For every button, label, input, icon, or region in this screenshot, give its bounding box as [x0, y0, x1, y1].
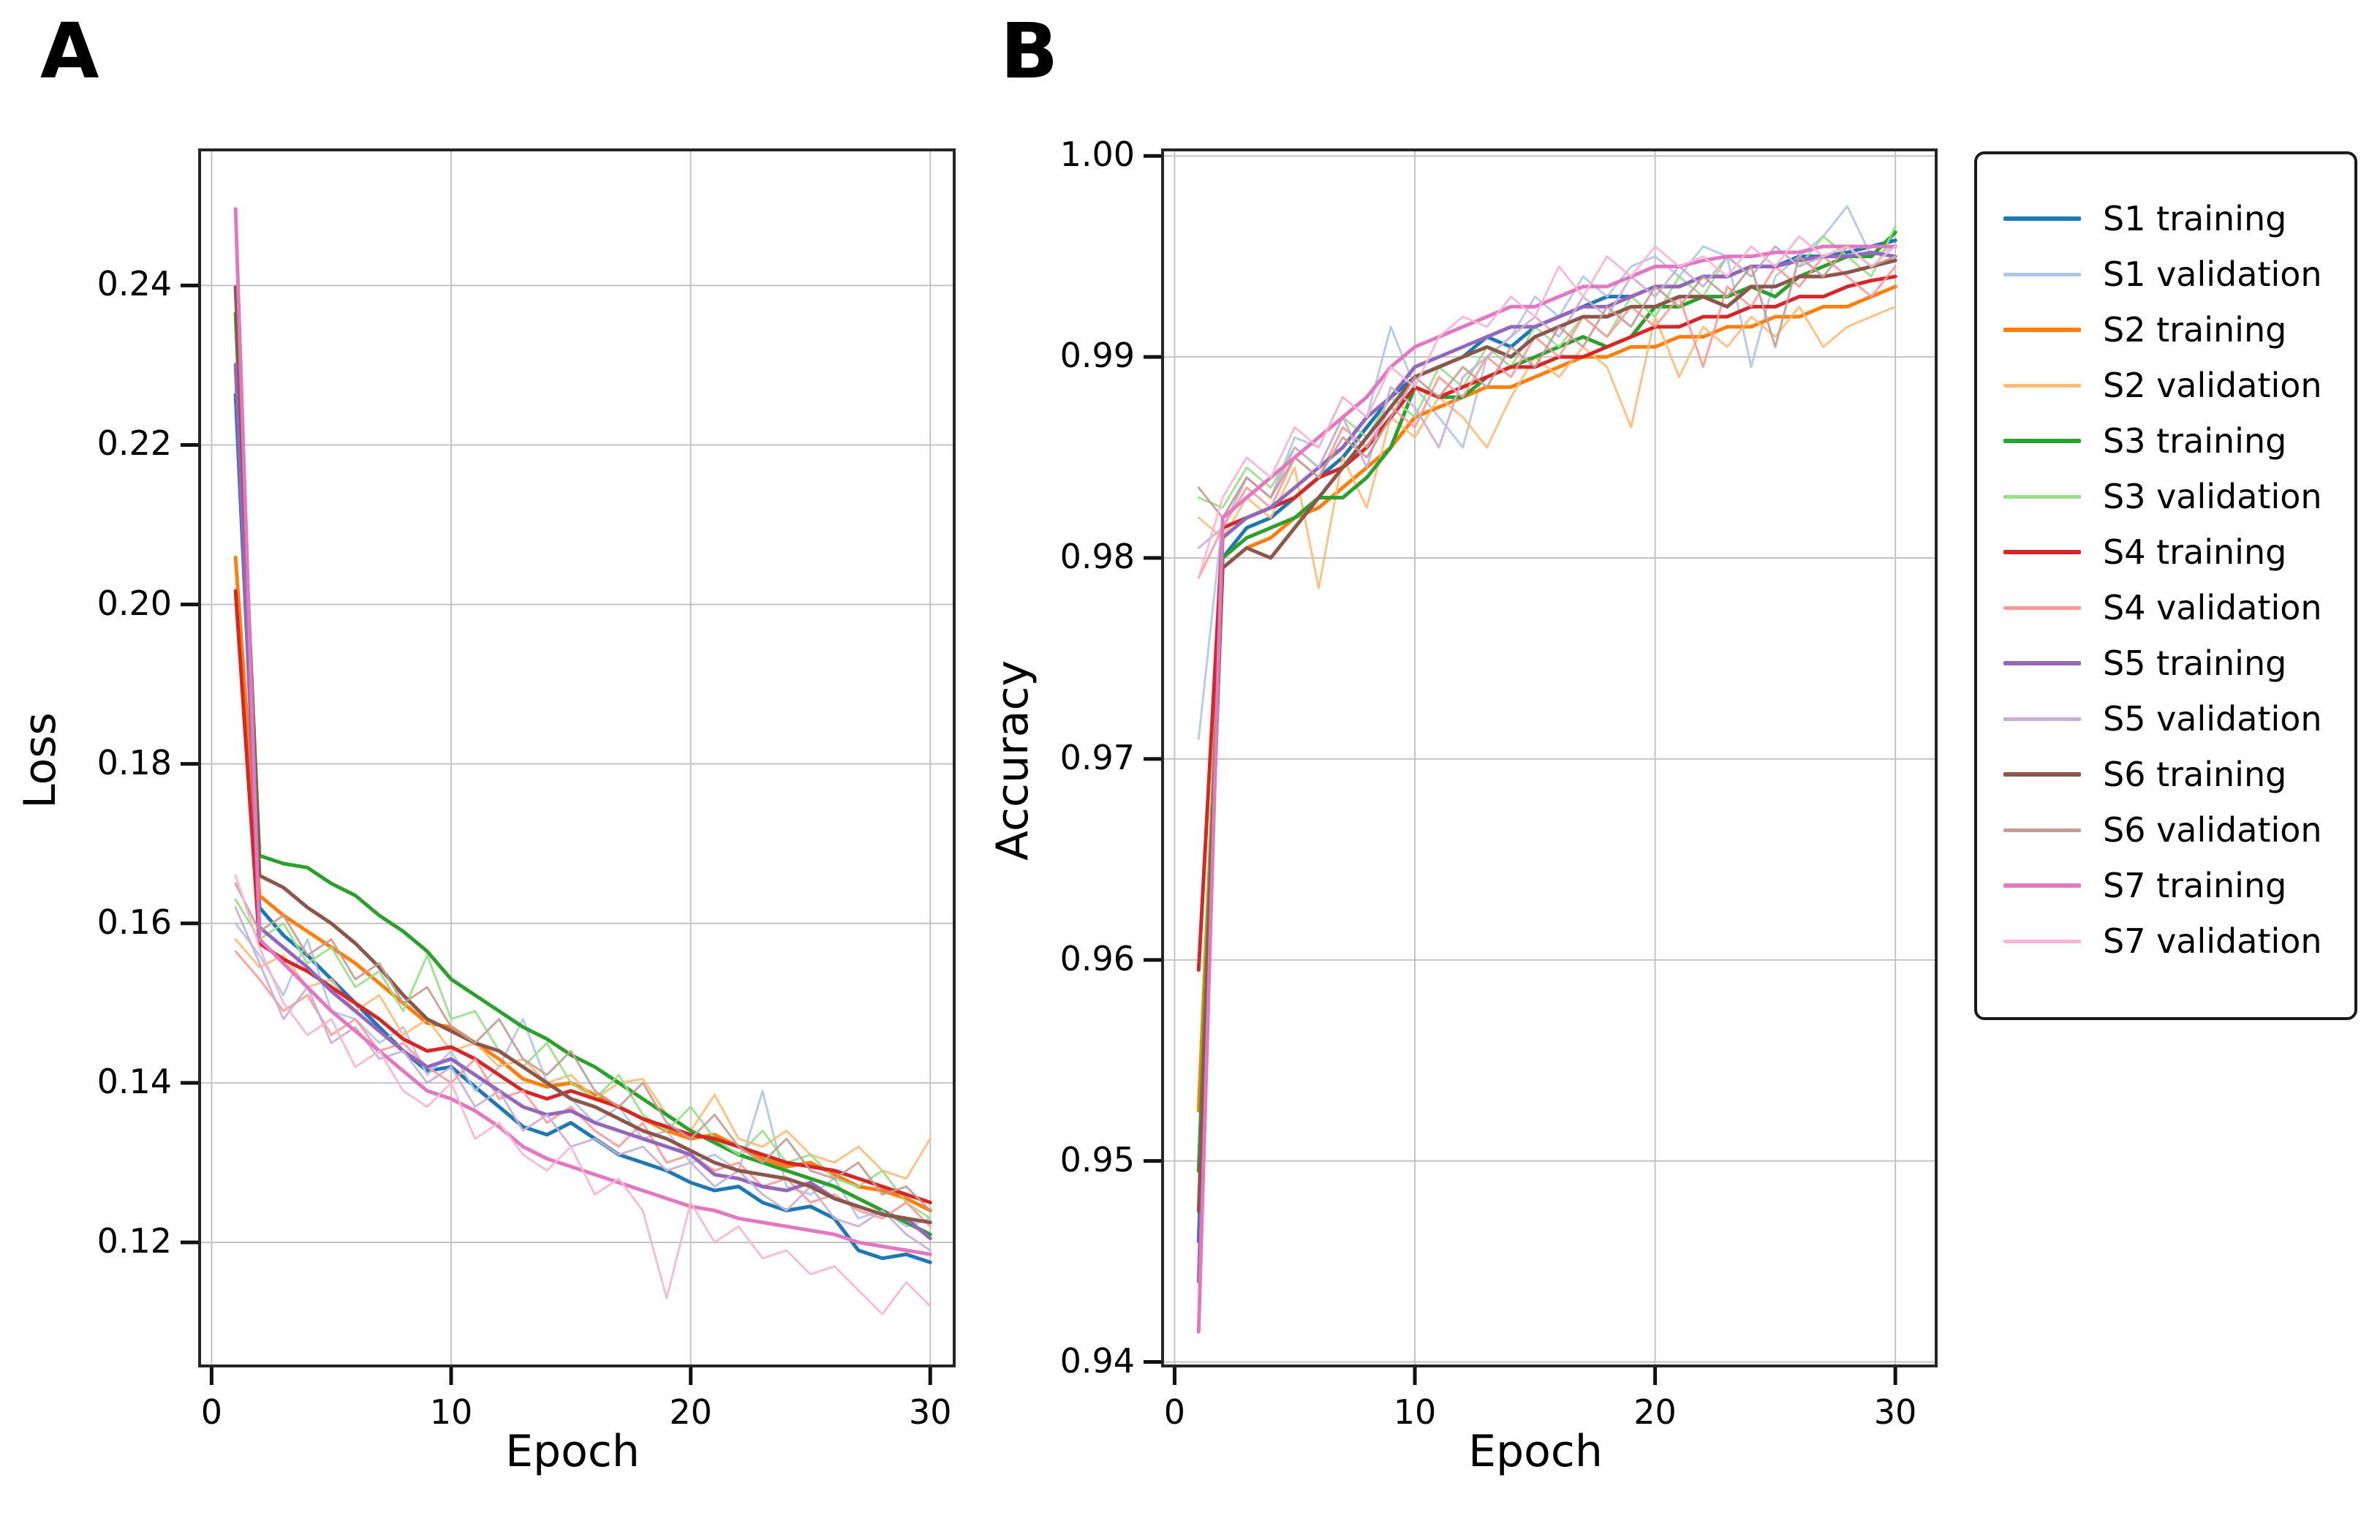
accuracy-chart-panel: 1.00 0.99 0.98 0.97 0.96 0.95 0.94 0 10 …: [987, 135, 1938, 1477]
legend-item-s5-training: S5 training: [1977, 635, 2354, 691]
y-tick-label: 0.95: [1059, 1139, 1135, 1179]
panel-b-title: B: [1000, 7, 1059, 96]
loss-chart-panel: 0.24 0.22 0.20 0.18 0.16 0.14 0.12 0 10 …: [15, 148, 956, 1477]
line-swatch-icon: [2003, 605, 2081, 610]
y-tick-label: 0.24: [97, 264, 172, 304]
legend-label: S4 validation: [2103, 588, 2322, 627]
line-swatch-icon: [2003, 383, 2081, 388]
line-swatch-icon: [2003, 772, 2081, 777]
legend-label: S5 training: [2103, 643, 2287, 683]
legend-label: S2 training: [2103, 310, 2287, 350]
epoch-axis-label: Epoch: [1468, 1426, 1603, 1477]
line-swatch-icon: [2003, 661, 2081, 665]
line-swatch-icon: [2003, 717, 2081, 721]
loss-chart-canvas: [181, 148, 956, 1385]
legend-item-s7-validation: S7 validation: [1977, 913, 2354, 969]
line-swatch-icon: [2003, 328, 2081, 332]
legend-item-s2-training: S2 training: [1977, 302, 2354, 358]
y-tick-label: 0.96: [1059, 938, 1135, 978]
y-tick-label: 0.18: [97, 742, 172, 782]
legend-label: S1 training: [2103, 199, 2287, 238]
y-tick-label: 0.98: [1059, 536, 1135, 576]
legend-item-s5-validation: S5 validation: [1977, 691, 2354, 747]
legend-item-s2-validation: S2 validation: [1977, 358, 2354, 413]
legend-box: S1 training S1 validation S2 training S2…: [1974, 151, 2357, 1020]
legend-label: S6 validation: [2103, 810, 2322, 850]
line-swatch-icon: [2003, 494, 2081, 499]
line-swatch-icon: [2003, 883, 2081, 888]
x-tick-label: 30: [908, 1392, 952, 1432]
legend-label: S2 validation: [2103, 366, 2322, 405]
legend-item-s3-training: S3 training: [1977, 413, 2354, 469]
legend-item-s4-validation: S4 validation: [1977, 580, 2354, 635]
x-tick-label: 0: [1163, 1392, 1186, 1432]
legend-item-s1-validation: S1 validation: [1977, 246, 2354, 302]
x-tick-label: 20: [669, 1392, 712, 1432]
legend-label: S4 training: [2103, 532, 2287, 572]
legend-label: S3 training: [2103, 421, 2287, 461]
legend-item-s6-validation: S6 validation: [1977, 802, 2354, 858]
y-tick-label: 0.22: [97, 423, 172, 464]
legend-item-s6-training: S6 training: [1977, 747, 2354, 802]
line-swatch-icon: [2003, 216, 2081, 221]
y-tick-label: 0.16: [97, 902, 172, 942]
y-tick-label: 0.99: [1059, 335, 1135, 375]
x-tick-label: 10: [1393, 1392, 1437, 1432]
epoch-axis-label: Epoch: [505, 1426, 640, 1477]
y-tick-label: 1.00: [1059, 135, 1135, 175]
loss-axis-label: Loss: [15, 712, 66, 809]
legend-label: S7 training: [2103, 866, 2287, 905]
legend-item-s3-validation: S3 validation: [1977, 469, 2354, 524]
y-tick-label: 0.20: [97, 583, 172, 623]
legend-item-s4-training: S4 training: [1977, 524, 2354, 580]
line-swatch-icon: [2003, 939, 2081, 943]
legend-item-s7-training: S7 training: [1977, 858, 2354, 913]
legend-label: S5 validation: [2103, 699, 2322, 739]
legend-label: S6 training: [2103, 755, 2287, 794]
line-swatch-icon: [2003, 439, 2081, 443]
x-tick-label: 0: [200, 1392, 223, 1432]
x-tick-label: 30: [1873, 1392, 1917, 1432]
x-tick-label: 10: [429, 1392, 473, 1432]
line-swatch-icon: [2003, 272, 2081, 276]
y-tick-label: 0.14: [97, 1061, 172, 1101]
legend-label: S1 validation: [2103, 254, 2322, 294]
y-tick-label: 0.97: [1059, 737, 1135, 777]
legend-item-s1-training: S1 training: [1977, 191, 2354, 246]
panel-a-title: A: [40, 7, 99, 96]
y-tick-label: 0.12: [97, 1220, 172, 1261]
accuracy-chart-canvas: [1144, 148, 1938, 1385]
x-tick-label: 20: [1633, 1392, 1677, 1432]
y-tick-label: 0.94: [1059, 1340, 1135, 1381]
line-swatch-icon: [2003, 828, 2081, 832]
accuracy-axis-label: Accuracy: [987, 660, 1038, 861]
legend-label: S3 validation: [2103, 477, 2322, 516]
legend-label: S7 validation: [2103, 921, 2322, 961]
line-swatch-icon: [2003, 550, 2081, 554]
